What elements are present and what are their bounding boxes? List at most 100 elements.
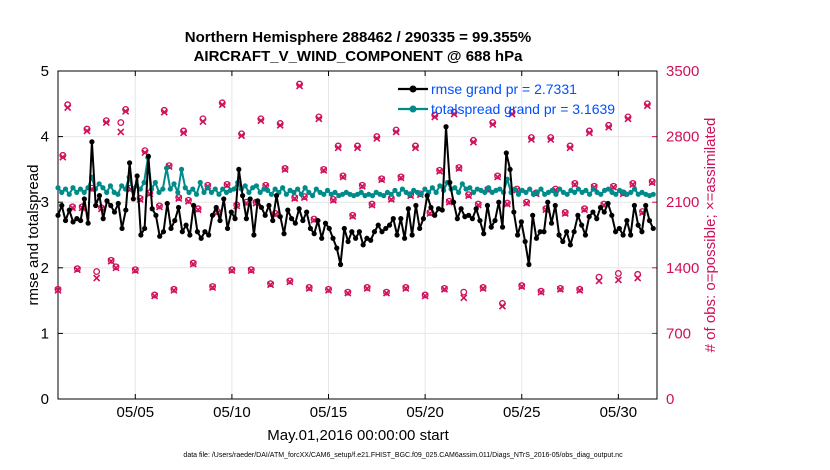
y-left-tick-label: 1 xyxy=(41,325,49,342)
totalspread-point xyxy=(324,187,331,193)
totalspread-point xyxy=(388,191,394,197)
rmse-point xyxy=(236,166,242,172)
totalspread-point xyxy=(455,189,462,195)
rmse-point xyxy=(597,204,604,211)
totalspread-point xyxy=(70,185,76,191)
obs-assimilated-point xyxy=(378,176,386,184)
obs-assimilated-point xyxy=(155,203,164,211)
obs-assimilated-point xyxy=(489,120,497,128)
totalspread-point xyxy=(160,186,166,192)
obs-assimilated-point xyxy=(576,286,584,294)
y-right-tick-label: 2800 xyxy=(666,129,699,146)
obs-possible-point xyxy=(397,173,405,181)
rmse-point xyxy=(239,193,246,199)
totalspread-series xyxy=(55,154,656,199)
totalspread-point xyxy=(628,189,634,195)
rmse-point xyxy=(567,242,573,248)
rmse-point xyxy=(258,204,265,211)
totalspread-point xyxy=(242,183,248,189)
obs-assimilated-point xyxy=(194,206,202,214)
rmse-point xyxy=(179,229,185,235)
rmse-point xyxy=(251,232,257,238)
obs-assimilated-point xyxy=(291,194,299,203)
x-tick-label: 05/30 xyxy=(600,404,638,421)
obs-possible-point xyxy=(184,196,192,204)
rmse-point xyxy=(296,206,302,212)
x-tick-label: 05/20 xyxy=(406,404,444,421)
rmse-point xyxy=(247,196,253,202)
rmse-point xyxy=(424,193,430,199)
obs-assimilated-point xyxy=(648,178,656,187)
obs-possible-point xyxy=(69,203,76,211)
rmse-point xyxy=(345,238,351,245)
obs-assimilated-point xyxy=(460,294,468,302)
rmse-point xyxy=(337,261,344,268)
totalspread-point xyxy=(216,191,222,197)
totalspread-point xyxy=(182,185,188,191)
obs-assimilated-point xyxy=(247,267,255,275)
obs-assimilated-point xyxy=(315,115,323,123)
totalspread-point xyxy=(306,189,312,195)
obs-assimilated-point xyxy=(320,166,328,174)
obs-assimilated-point xyxy=(503,200,511,208)
obs-assimilated-point xyxy=(209,283,217,292)
totalspread-point xyxy=(313,186,319,192)
rmse-point xyxy=(560,238,566,245)
totalspread-point xyxy=(193,191,200,197)
obs-assimilated-point xyxy=(643,102,651,110)
obs-possible-point xyxy=(537,287,545,295)
totalspread-point xyxy=(298,191,304,197)
rmse-point xyxy=(473,206,479,212)
rmse-point xyxy=(281,231,287,237)
obs-possible-point xyxy=(561,209,569,216)
legend-rmse-label: rmse grand pr = 2.7331 xyxy=(431,81,577,97)
rmse-point xyxy=(503,150,509,156)
obs-assimilated-point xyxy=(223,181,231,189)
obs-possible-point xyxy=(151,291,159,299)
chart-title-line-2: AIRCRAFT_V_WIND_COMPONENT @ 688 hPa xyxy=(194,48,524,65)
obs-assimilated-point xyxy=(199,118,207,126)
obs-possible-point xyxy=(556,284,564,292)
obs-possible-point xyxy=(93,268,101,275)
totalspread-point xyxy=(175,189,181,195)
rmse-point xyxy=(499,224,506,230)
rmse-point xyxy=(111,209,118,215)
rmse-point xyxy=(612,229,619,235)
totalspread-point xyxy=(265,187,271,193)
obs-assimilated-point xyxy=(64,103,72,112)
totalspread-point xyxy=(598,191,604,197)
rmse-point xyxy=(153,212,159,218)
obs-assimilated-point xyxy=(184,197,192,205)
rmse-point xyxy=(100,216,106,222)
totalspread-point xyxy=(321,191,327,197)
rmse-point xyxy=(138,232,144,238)
obs-assimilated-point xyxy=(387,195,395,203)
obs-assimilated-point xyxy=(281,165,289,173)
obs-assimilated-point xyxy=(455,164,463,173)
obs-assimilated-point xyxy=(358,182,366,190)
totalspread-point xyxy=(650,191,656,197)
obs-possible-point xyxy=(474,200,482,208)
legend-spread-label: totalspread grand pr = 3.1639 xyxy=(431,101,615,117)
rmse-point xyxy=(119,225,125,232)
obs-possible-point xyxy=(523,198,531,206)
obs-assimilated-point xyxy=(93,274,101,282)
obs-assimilated-point xyxy=(392,128,400,136)
obs-possible-point xyxy=(107,256,115,264)
rmse-point xyxy=(172,217,178,224)
y-right-tick-label: 2100 xyxy=(666,194,699,211)
rmse-point xyxy=(458,206,464,212)
obs-assimilated-point xyxy=(83,127,91,135)
obs-possible-point xyxy=(131,266,139,274)
totalspread-point xyxy=(527,186,533,192)
rmse-point xyxy=(522,238,528,245)
rmse-point xyxy=(466,212,472,218)
rmse-point xyxy=(428,204,434,211)
rmse-point xyxy=(277,214,283,220)
rmse-point xyxy=(123,207,129,213)
obs-possible-point xyxy=(436,166,444,174)
rmse-point xyxy=(383,225,389,232)
rmse-point xyxy=(149,206,155,212)
rmse-point xyxy=(300,217,306,224)
rmse-point xyxy=(266,202,272,209)
